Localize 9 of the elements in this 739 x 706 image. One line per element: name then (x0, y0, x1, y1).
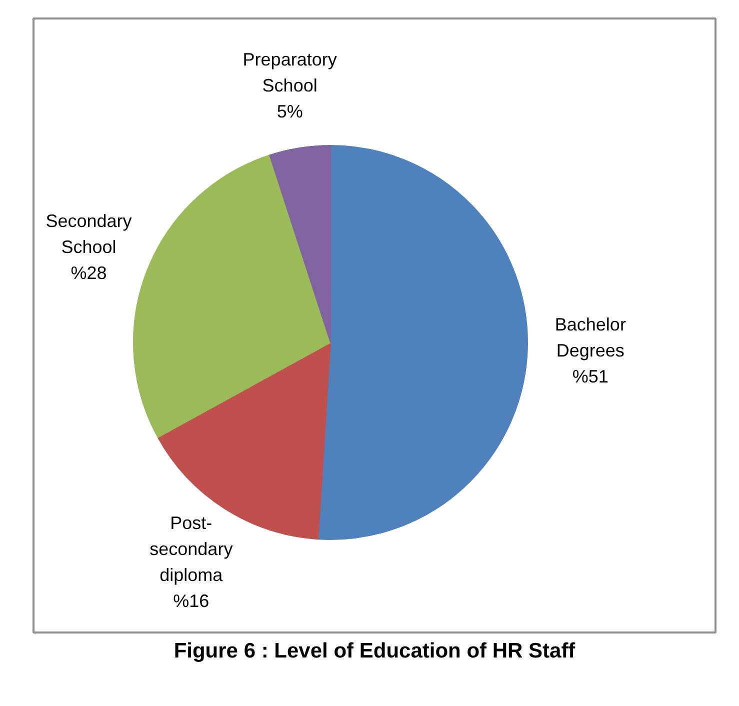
slice-label: Post-secondary diploma (150, 513, 233, 586)
slice-label: Secondary School (46, 210, 132, 257)
data-label: 5% (276, 102, 303, 122)
slice-label: Bachelor Degrees (554, 314, 626, 361)
data-label: %51 (572, 366, 608, 387)
text: Figure 6 : Level of Education of HR Staff (174, 640, 576, 662)
data-label: %28 (70, 262, 107, 283)
slice-label: Preparatory School (242, 50, 337, 96)
data-label: %16 (173, 591, 210, 612)
